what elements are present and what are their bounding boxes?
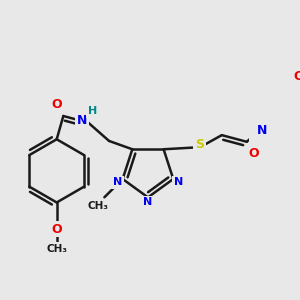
Text: N: N [174, 177, 183, 187]
Text: N: N [76, 115, 87, 128]
Text: CH₃: CH₃ [46, 244, 67, 254]
Text: S: S [195, 138, 204, 151]
Text: O: O [51, 223, 62, 236]
Text: CH₃: CH₃ [87, 201, 108, 211]
Text: O: O [248, 147, 259, 160]
Text: N: N [113, 177, 122, 187]
Text: O: O [51, 98, 62, 111]
Text: H: H [88, 106, 97, 116]
Text: O: O [294, 70, 300, 83]
Text: N: N [257, 124, 268, 136]
Text: N: N [143, 197, 153, 207]
